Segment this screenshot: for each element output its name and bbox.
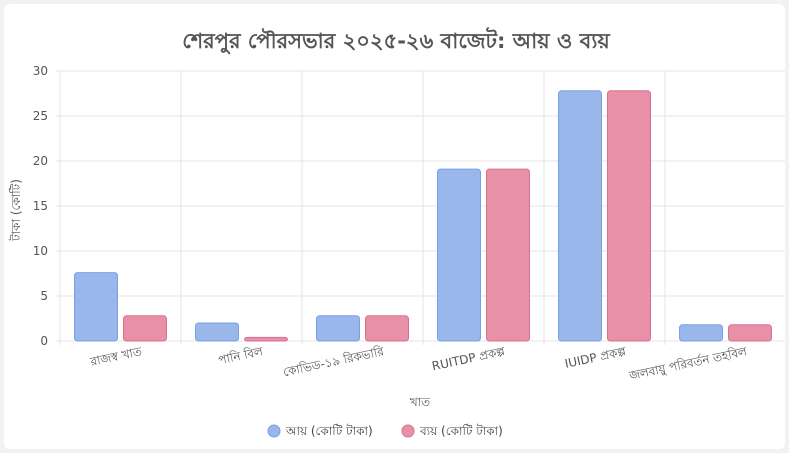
- x-axis-label: খাত: [410, 395, 431, 409]
- y-tick-label: 25: [33, 109, 48, 123]
- bar-income-0: [74, 272, 118, 342]
- bars-group: [74, 90, 772, 342]
- x-tick-label: রাজস্ব খাত: [88, 344, 144, 369]
- y-tick-label: 10: [33, 244, 48, 258]
- y-tick-label: 15: [33, 199, 48, 213]
- bar-income-2: [316, 315, 360, 342]
- grid-lines: [56, 70, 787, 345]
- x-tick-label: জলবায়ু পরিবর্তন তহবিল: [627, 344, 749, 384]
- y-tick-label: 5: [40, 289, 48, 303]
- legend: আয় (কোটি টাকা) ব্যয় (কোটি টাকা): [267, 424, 503, 438]
- bar-expense-4: [607, 90, 651, 342]
- chart-title: শেরপুর পৌরসভার ২০২৫-২৬ বাজেট: আয় ও ব্যয…: [182, 27, 611, 54]
- x-tick-label: IUIDP প্রকল্প: [563, 344, 627, 371]
- legend-swatch-income: [267, 424, 281, 438]
- bar-expense-3: [486, 168, 530, 342]
- bar-income-3: [437, 168, 481, 342]
- bar-expense-2: [365, 315, 409, 342]
- bar-expense-1: [244, 336, 288, 342]
- bar-expense-5: [728, 324, 772, 342]
- legend-swatch-expense: [401, 424, 415, 438]
- x-tick-label: কোভিড-১৯ রিকভারি: [282, 344, 386, 379]
- bar-income-5: [679, 324, 723, 342]
- bar-income-1: [195, 322, 239, 342]
- y-tick-label: 0: [40, 334, 48, 348]
- legend-label-expense[interactable]: ব্যয় (কোটি টাকা): [419, 424, 503, 438]
- x-tick-label: পানি বিল: [217, 344, 265, 367]
- bar-expense-0: [123, 315, 167, 342]
- legend-label-income[interactable]: আয় (কোটি টাকা): [285, 424, 373, 438]
- y-tick-label: 30: [33, 64, 48, 78]
- y-tick-label: 20: [33, 154, 48, 168]
- x-axis-ticks: রাজস্ব খাত পানি বিল কোভিড-১৯ রিকভারি RUITDP…: [88, 344, 749, 384]
- budget-bar-chart: শেরপুর পৌরসভার ২০২৫-২৬ বাজেট: আয় ও ব্যয…: [9, 27, 787, 438]
- x-tick-label: RUITDP প্রকল্প: [431, 344, 507, 373]
- y-axis-ticks: 0 5 10 15 20 25 30: [33, 64, 48, 348]
- bar-income-4: [558, 90, 602, 342]
- chart-card: শেরপুর পৌরসভার ২০২৫-২৬ বাজেট: আয় ও ব্যয…: [4, 4, 787, 449]
- y-axis-label: টাকা (কোটি): [9, 179, 23, 242]
